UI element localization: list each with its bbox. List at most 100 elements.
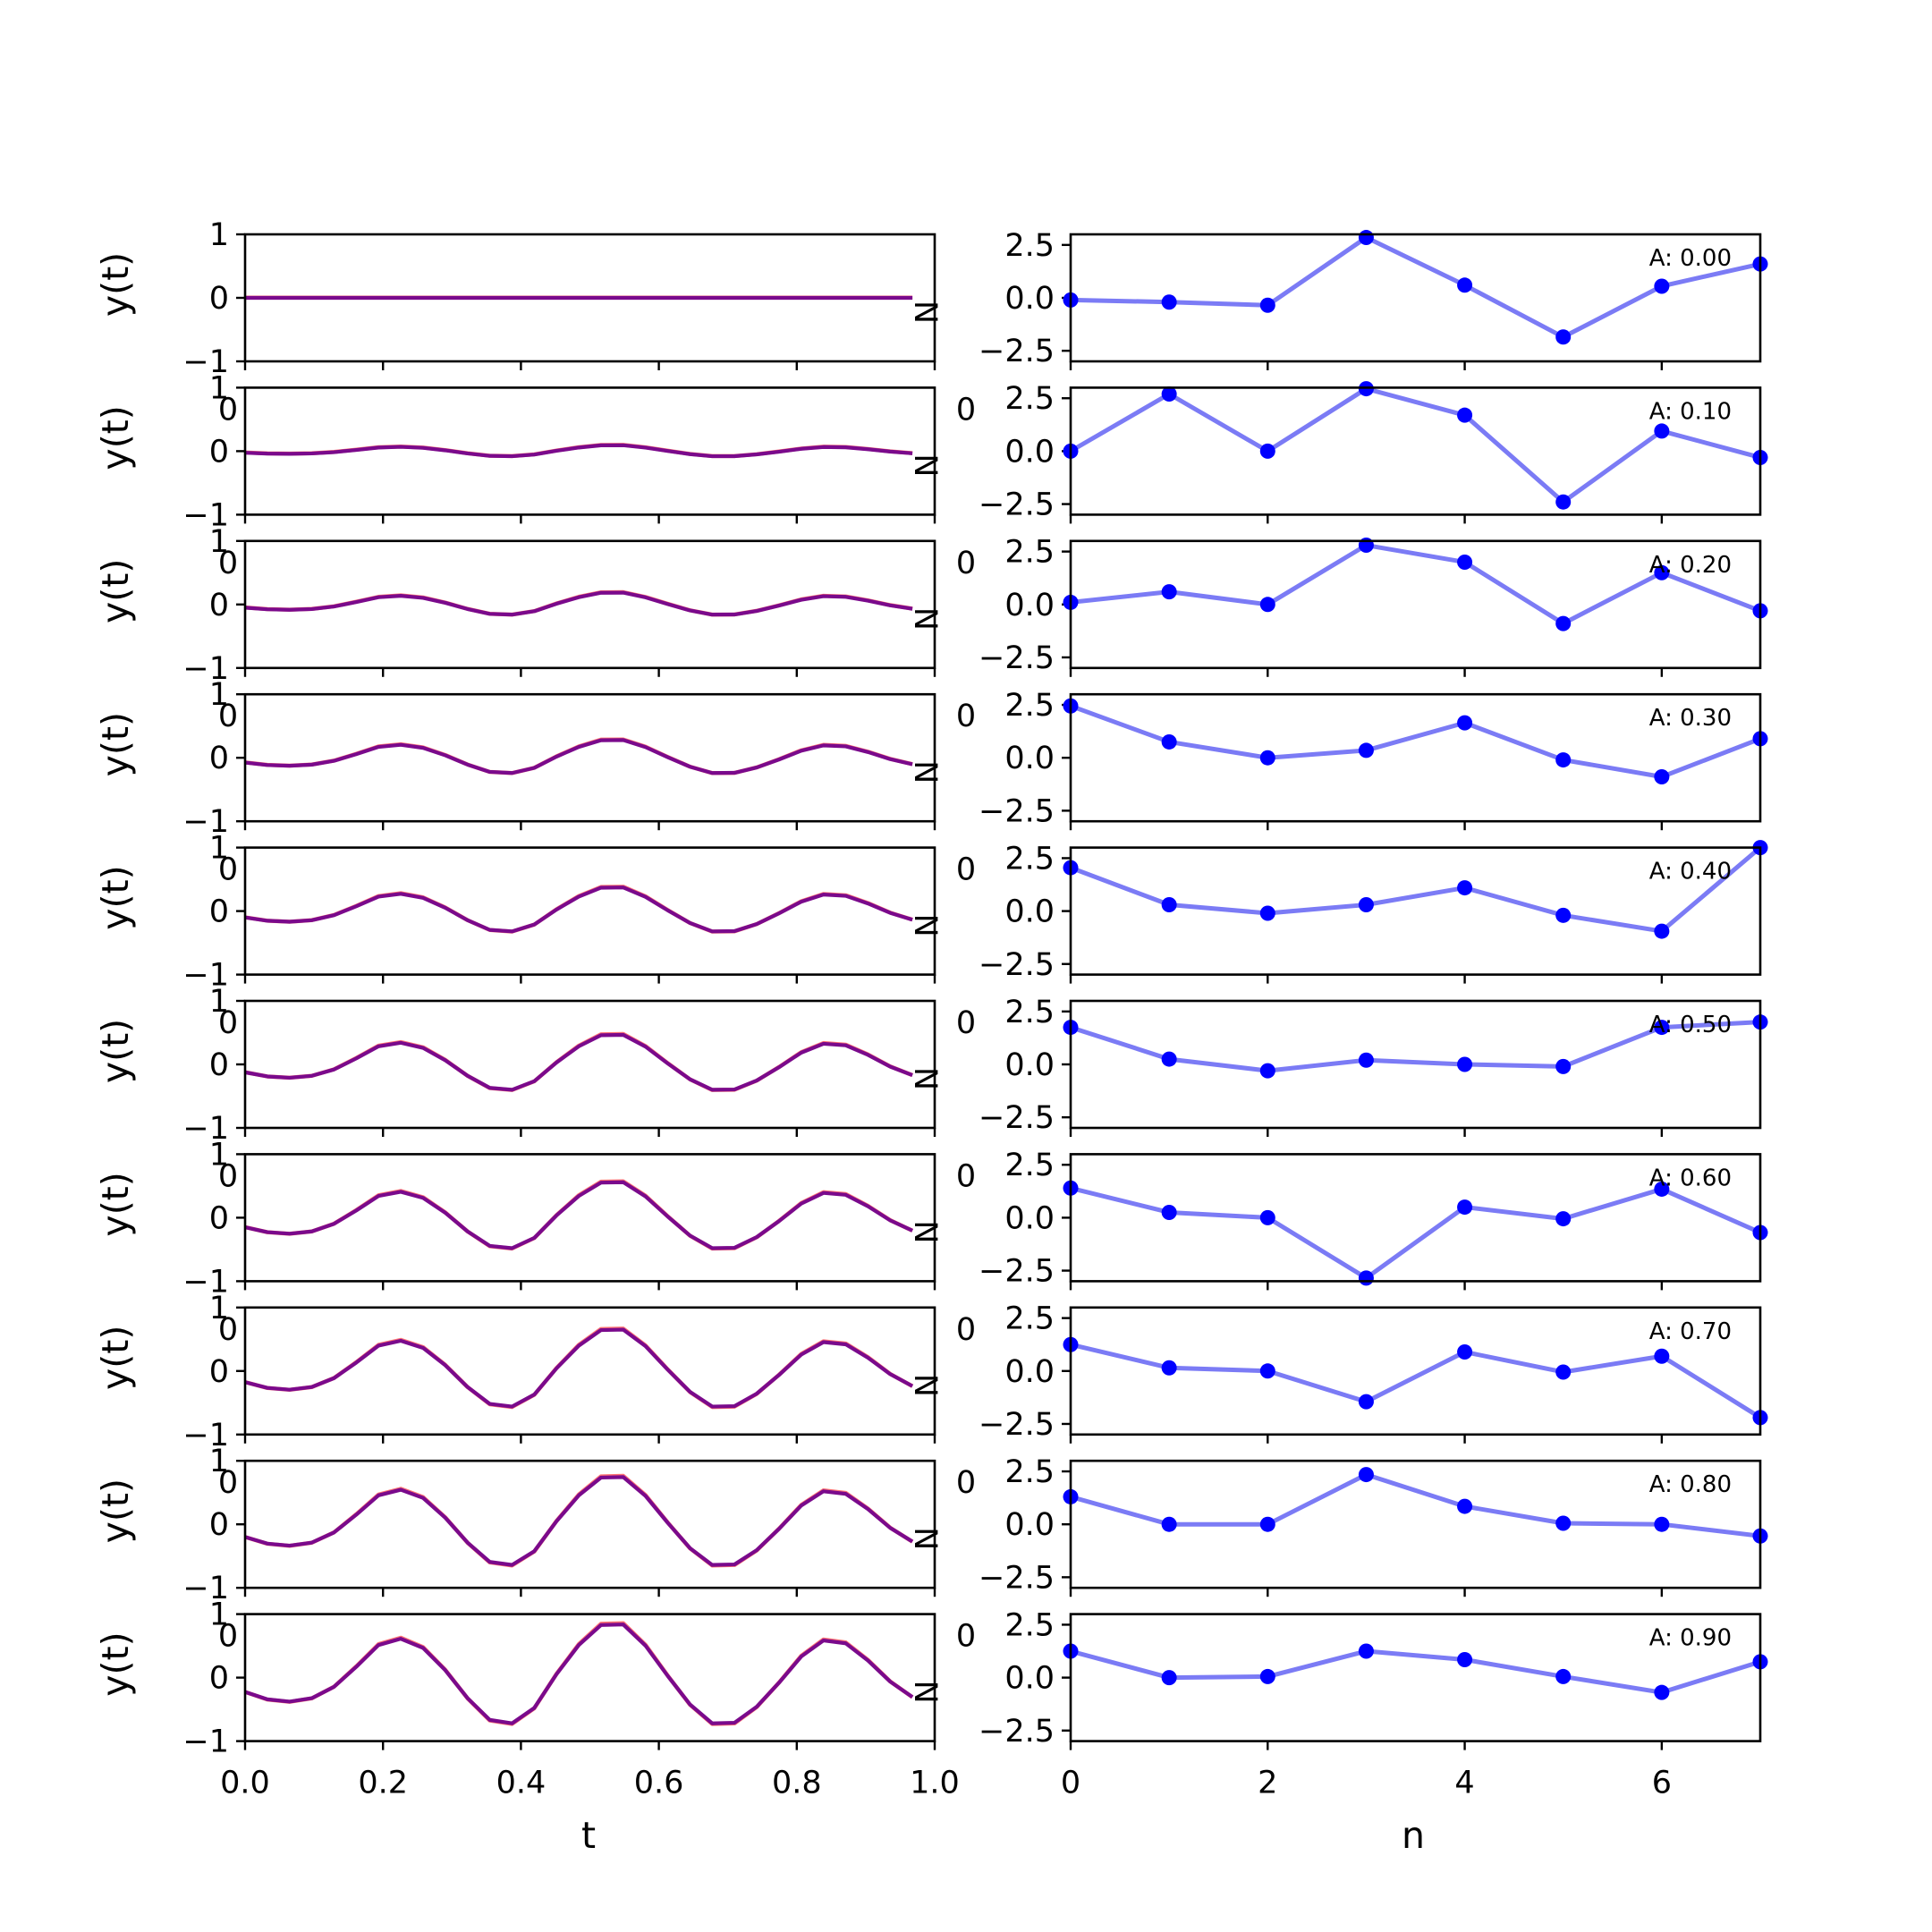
time-ytick-label: 0 xyxy=(209,741,229,776)
sample-annotation: A: 0.80 xyxy=(1649,1471,1732,1498)
sample-panel-3: −2.5 0.0 2.5 0 A: 0.30 xyxy=(956,688,1768,831)
sample-point xyxy=(1457,1344,1473,1360)
time-series-line xyxy=(244,443,913,459)
time-ytick-label: 1 xyxy=(209,677,229,713)
time-ytick-label: 1 xyxy=(209,1444,229,1479)
sample-panel-5: −2.5 0.0 2.5 0 A: 0.50 xyxy=(956,995,1768,1137)
time-series-line xyxy=(244,886,913,934)
time-ylabel: y(t) xyxy=(94,1631,137,1696)
time-ytick-label: −1 xyxy=(182,1724,229,1760)
sample-ytick-label: 0.0 xyxy=(1004,1200,1055,1236)
time-ylabel: y(t) xyxy=(94,1326,137,1390)
sample-ytick-label: 0.0 xyxy=(1004,281,1055,317)
sample-point xyxy=(1161,294,1177,310)
sample-panel-frame xyxy=(1069,999,1762,1130)
sample-point xyxy=(1259,1668,1275,1684)
time-xtick-label: 0.2 xyxy=(358,1766,408,1801)
time-series-overlay-line xyxy=(244,1473,914,1568)
sample-ytick-label: 0.0 xyxy=(1004,1661,1055,1697)
time-stray-tick: 0 xyxy=(218,1158,238,1194)
sample-ytick-label: −2.5 xyxy=(979,793,1055,829)
time-series-line xyxy=(244,1475,914,1567)
sample-stray-tick: 0 xyxy=(956,546,976,581)
sample-ytick-label: 2.5 xyxy=(1004,1148,1055,1183)
time-ylabel: y(t) xyxy=(94,252,137,317)
sample-point xyxy=(1555,494,1572,510)
sample-point xyxy=(1555,1211,1572,1227)
time-stray-tick: 0 xyxy=(218,1619,238,1655)
sample-point xyxy=(1457,1651,1473,1667)
time-xtick-label: 0.8 xyxy=(772,1766,822,1801)
sample-ytick-label: 0.0 xyxy=(1004,1354,1055,1390)
time-panel-0: −1 0 1 y(t) N xyxy=(94,217,943,380)
sample-point xyxy=(1259,597,1275,613)
time-corner-text: N xyxy=(907,1374,943,1397)
sample-point xyxy=(1555,615,1572,631)
sample-ytick-label: 2.5 xyxy=(1004,1301,1055,1337)
sample-series-line xyxy=(1071,703,1760,779)
sample-annotation: A: 0.40 xyxy=(1649,859,1732,886)
sample-xtick-label: 2 xyxy=(1258,1766,1277,1801)
time-ytick-label: −1 xyxy=(182,651,229,687)
sample-ytick-label: 0.0 xyxy=(1004,741,1055,776)
sample-annotation: A: 0.90 xyxy=(1649,1625,1732,1652)
sample-panel-frame xyxy=(1069,1306,1762,1436)
time-ylabel: y(t) xyxy=(94,1019,137,1083)
time-ytick-label: 0 xyxy=(209,1661,229,1697)
time-xtick-label: 1.0 xyxy=(910,1766,960,1801)
sample-panel-frame xyxy=(1069,846,1762,976)
time-corner-text: N xyxy=(907,914,943,937)
sample-point xyxy=(1161,1360,1177,1376)
sample-point xyxy=(1654,1348,1670,1364)
sample-point xyxy=(1457,1056,1473,1072)
time-ytick-label: −1 xyxy=(182,1264,229,1300)
sample-annotation: A: 0.60 xyxy=(1649,1165,1732,1191)
time-series-overlay-line xyxy=(244,1326,914,1410)
time-ytick-label: −1 xyxy=(182,958,229,994)
time-xtick-label: 0.0 xyxy=(220,1766,270,1801)
sample-xtick-label: 0 xyxy=(1061,1766,1080,1801)
time-ytick-label: −1 xyxy=(182,1571,229,1606)
sample-panel-0: −2.5 0.0 2.5 A: 0.00 xyxy=(979,228,1768,370)
time-ytick-label: 1 xyxy=(209,831,229,867)
time-ytick-label: −1 xyxy=(182,804,229,840)
sample-point xyxy=(1555,1364,1572,1380)
time-panel-frame xyxy=(243,539,936,670)
time-corner-text: N xyxy=(907,1527,943,1550)
sample-stray-tick: 0 xyxy=(956,1158,976,1194)
time-panel-frame xyxy=(243,846,936,976)
time-corner-text: N xyxy=(907,1681,943,1704)
time-xtick-label: 0.4 xyxy=(496,1766,547,1801)
sample-panel-frame xyxy=(1069,692,1762,823)
sample-point xyxy=(1259,1516,1275,1532)
time-ytick-label: 1 xyxy=(209,370,229,406)
sample-ytick-label: 2.5 xyxy=(1004,381,1055,417)
sample-panel-4: −2.5 0.0 2.5 0 A: 0.40 xyxy=(956,840,1768,984)
sample-series-line xyxy=(1071,1020,1760,1073)
sample-ytick-label: −2.5 xyxy=(979,1714,1055,1750)
sample-point xyxy=(1654,1684,1670,1700)
time-panel-frame xyxy=(243,1613,936,1742)
sample-point xyxy=(1654,1020,1670,1036)
sample-point xyxy=(1457,407,1473,423)
sample-panel-1: −2.5 0.0 2.5 0 A: 0.10 xyxy=(956,381,1768,524)
sample-ytick-label: 2.5 xyxy=(1004,688,1055,724)
sample-stray-tick: 0 xyxy=(956,1465,976,1501)
sample-ytick-label: −2.5 xyxy=(979,334,1055,369)
time-series-overlay-line xyxy=(244,1621,914,1726)
sample-point xyxy=(1555,1668,1572,1684)
sample-point xyxy=(1555,1058,1572,1074)
time-stray-tick: 0 xyxy=(218,392,238,428)
time-ytick-label: 0 xyxy=(209,281,229,317)
sample-point xyxy=(1358,1394,1374,1410)
sample-xtick-label: 4 xyxy=(1454,1766,1474,1801)
sample-point xyxy=(1358,1467,1374,1483)
time-panel-frame xyxy=(243,233,936,363)
x-axis-label-n: n xyxy=(1402,1814,1425,1857)
time-series-line xyxy=(244,1327,914,1409)
sample-stray-tick: 0 xyxy=(956,699,976,734)
